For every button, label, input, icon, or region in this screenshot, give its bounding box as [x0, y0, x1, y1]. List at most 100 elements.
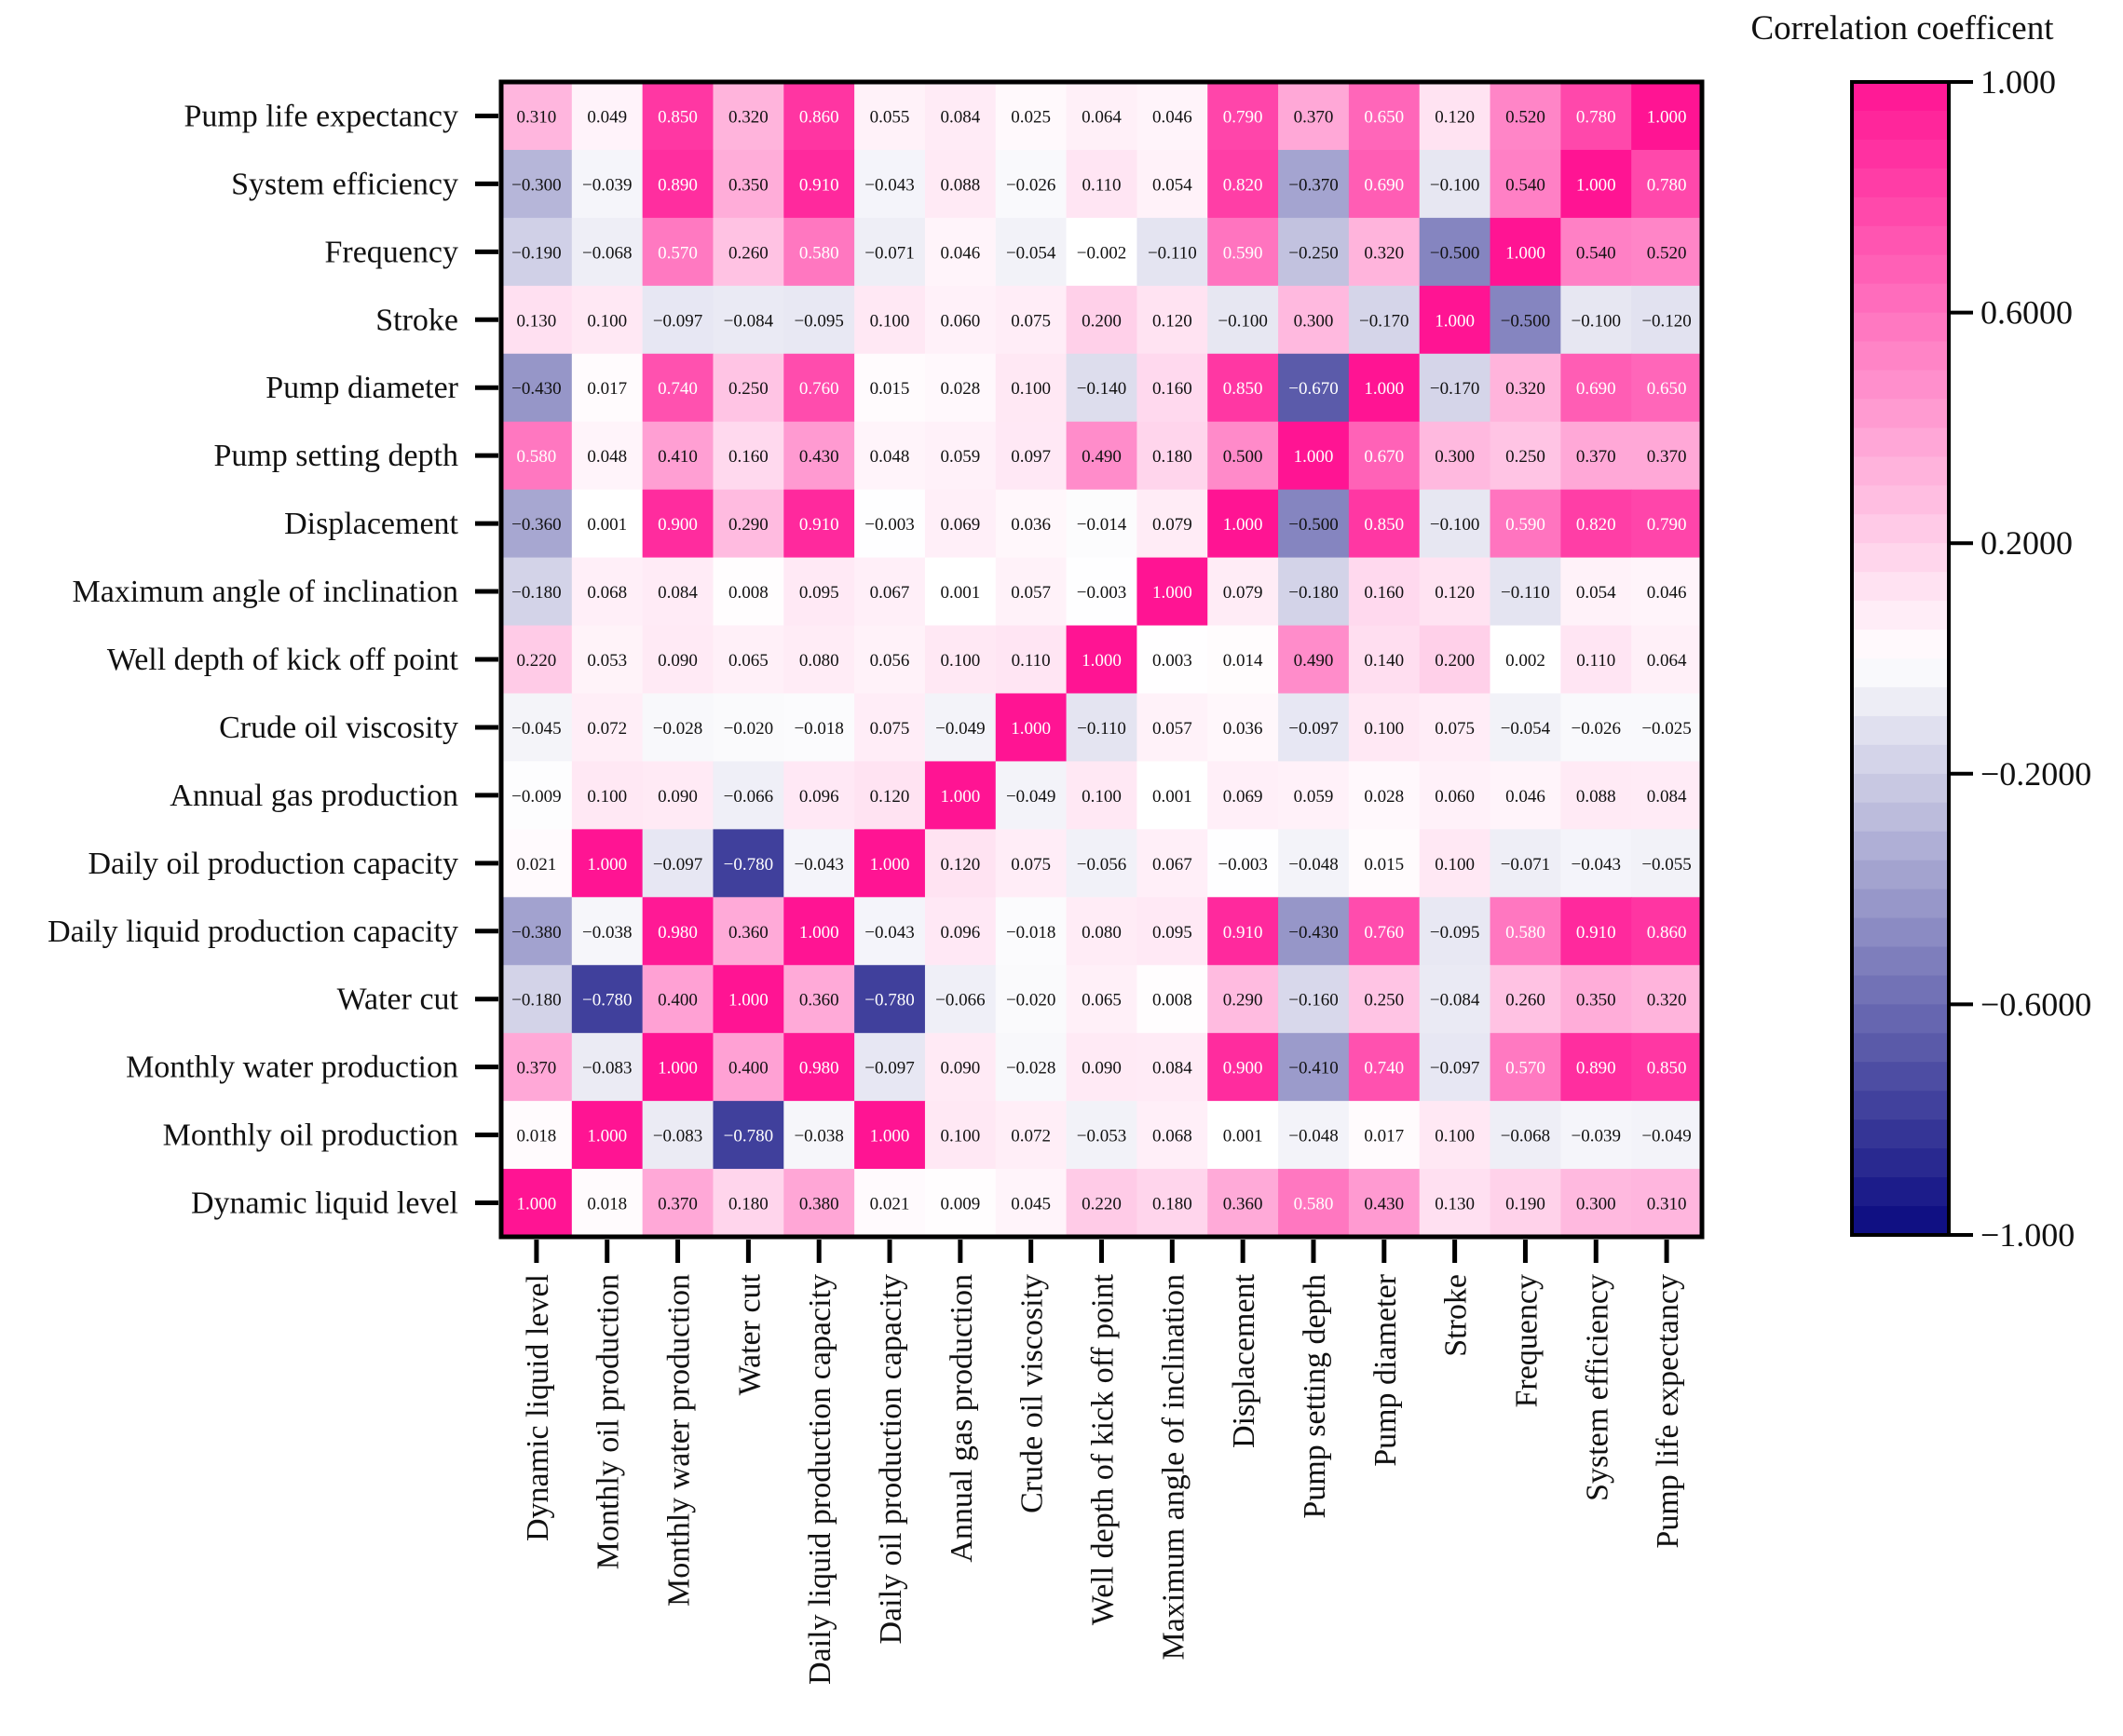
cell-value-label: 0.008	[1152, 991, 1192, 1010]
cell-value-label: 0.370	[517, 1059, 557, 1078]
cell-value-label: 0.160	[1364, 583, 1404, 603]
cell-value-label: −0.100	[1572, 311, 1621, 331]
cell-value-label: 0.017	[1364, 1127, 1404, 1146]
heatmap-cell	[783, 489, 855, 559]
cell-value-label: −0.003	[1077, 583, 1126, 603]
colorbar-band	[1852, 744, 1949, 775]
colorbar-band	[1852, 312, 1949, 343]
cell-value-label: 1.000	[517, 1195, 557, 1214]
heatmap-cell	[501, 557, 573, 627]
cell-value-label: −0.095	[1430, 923, 1479, 943]
heatmap-cell	[854, 489, 926, 559]
cell-value-label: −0.500	[1288, 515, 1338, 535]
cell-value-label: 0.075	[870, 719, 910, 739]
cell-value-label: 0.740	[658, 379, 698, 399]
heatmap-cell	[1207, 217, 1279, 287]
column-axis: Dynamic liquid level Monthly oil producti…	[521, 1240, 1685, 1685]
cell-value-label: 0.057	[1011, 583, 1051, 603]
colorbar-ticks: 1.000 0.6000 0.2000 −0.2000 −0.6000 −1.000	[1949, 63, 2091, 1254]
cell-value-label: 0.850	[1647, 1059, 1687, 1078]
colorbar-tick-label: −0.6000	[1980, 985, 2091, 1023]
colorbar-tick-label: −1.000	[1980, 1216, 2075, 1254]
cell-value-label: 1.000	[940, 787, 980, 807]
column-label: Daily oil production capacity	[874, 1274, 908, 1645]
cell-value-label: 0.500	[1223, 447, 1263, 467]
heatmap-cell	[1207, 421, 1279, 491]
heatmap-cell	[995, 965, 1068, 1034]
cell-value-label: −0.110	[1077, 719, 1126, 739]
heatmap-cell	[1066, 557, 1138, 627]
heatmap-cell	[642, 557, 714, 627]
cell-value-label: 0.120	[1435, 583, 1475, 603]
cell-value-label: 0.580	[799, 243, 839, 263]
cell-value-label: 1.000	[1223, 515, 1263, 535]
heatmap-cell	[1136, 1101, 1208, 1170]
heatmap-cell	[924, 1101, 997, 1170]
cell-value-label: 0.002	[1505, 651, 1545, 671]
cell-value-label: 0.300	[1576, 1195, 1616, 1214]
cell-value-label: 0.850	[658, 107, 698, 127]
heatmap-cell	[571, 353, 644, 423]
column-label: Frequency	[1509, 1274, 1544, 1408]
cell-value-label: 0.300	[1294, 311, 1334, 331]
cell-value-label: 0.540	[1576, 243, 1616, 263]
heatmap-cell	[642, 149, 714, 219]
cell-value-label: 0.067	[870, 583, 910, 603]
cell-value-label: 0.084	[1647, 787, 1687, 807]
cell-value-label: 0.890	[1576, 1059, 1616, 1078]
heatmap-cell	[854, 82, 926, 151]
cell-value-label: 0.100	[1011, 379, 1051, 399]
heatmap-cell	[571, 421, 644, 491]
cell-value-label: 0.100	[870, 311, 910, 331]
cell-value-label: 0.057	[1152, 719, 1192, 739]
heatmap-cell	[924, 557, 997, 627]
cell-value-label: −0.039	[582, 175, 632, 195]
cell-value-label: −0.360	[511, 515, 561, 535]
colorbar-band	[1852, 1177, 1949, 1207]
cell-value-label: 0.980	[658, 923, 698, 943]
row-label: Pump life expectancy	[184, 99, 458, 133]
cell-value-label: 0.018	[587, 1195, 627, 1214]
heatmap-cell	[783, 557, 855, 627]
heatmap-cell	[1348, 557, 1421, 627]
heatmap-cell	[995, 897, 1068, 966]
row-label: Daily oil production capacity	[88, 847, 459, 881]
cell-value-label: −0.054	[1006, 243, 1056, 263]
cell-value-label: 0.054	[1576, 583, 1616, 603]
cell-value-label: −0.039	[1572, 1127, 1621, 1146]
colorbar-band	[1852, 1004, 1949, 1034]
heatmap-cell	[1136, 82, 1208, 151]
heatmap-cell	[1348, 353, 1421, 423]
cell-value-label: −0.170	[1359, 311, 1409, 331]
cell-value-label: 0.075	[1011, 855, 1051, 875]
cell-value-label: 0.001	[1223, 1127, 1263, 1146]
heatmap-cell	[1419, 353, 1491, 423]
heatmap-cell	[713, 693, 784, 763]
heatmap-cell	[1490, 1169, 1561, 1238]
cell-value-label: 0.820	[1223, 175, 1263, 195]
cell-value-label: 0.075	[1011, 311, 1051, 331]
heatmap-cell	[1419, 625, 1491, 695]
cell-value-label: 0.100	[940, 1127, 980, 1146]
cell-value-label: 0.001	[940, 583, 980, 603]
cell-value-label: 0.100	[1364, 719, 1404, 739]
cell-value-label: 0.046	[1152, 107, 1192, 127]
colorbar-band	[1852, 802, 1949, 833]
heatmap-cell	[1490, 217, 1561, 287]
cell-value-label: 0.290	[728, 515, 769, 535]
row-label: Pump diameter	[265, 371, 458, 405]
cell-value-label: 0.160	[1152, 379, 1192, 399]
cell-value-label: 0.910	[799, 515, 839, 535]
cell-value-label: 0.014	[1223, 651, 1263, 671]
heatmap-cell	[501, 1169, 573, 1238]
heatmap-cell	[1207, 353, 1279, 423]
heatmap-cell	[501, 965, 573, 1034]
colorbar-band	[1852, 427, 1949, 457]
colorbar-band	[1852, 773, 1949, 804]
row-axis: Pump life expectancy System efficiency Fre…	[48, 99, 498, 1221]
cell-value-label: 0.760	[799, 379, 839, 399]
column-label: Crude oil viscosity	[1015, 1274, 1050, 1513]
heatmap-cell	[783, 353, 855, 423]
column-label: Monthly water production	[662, 1274, 697, 1607]
